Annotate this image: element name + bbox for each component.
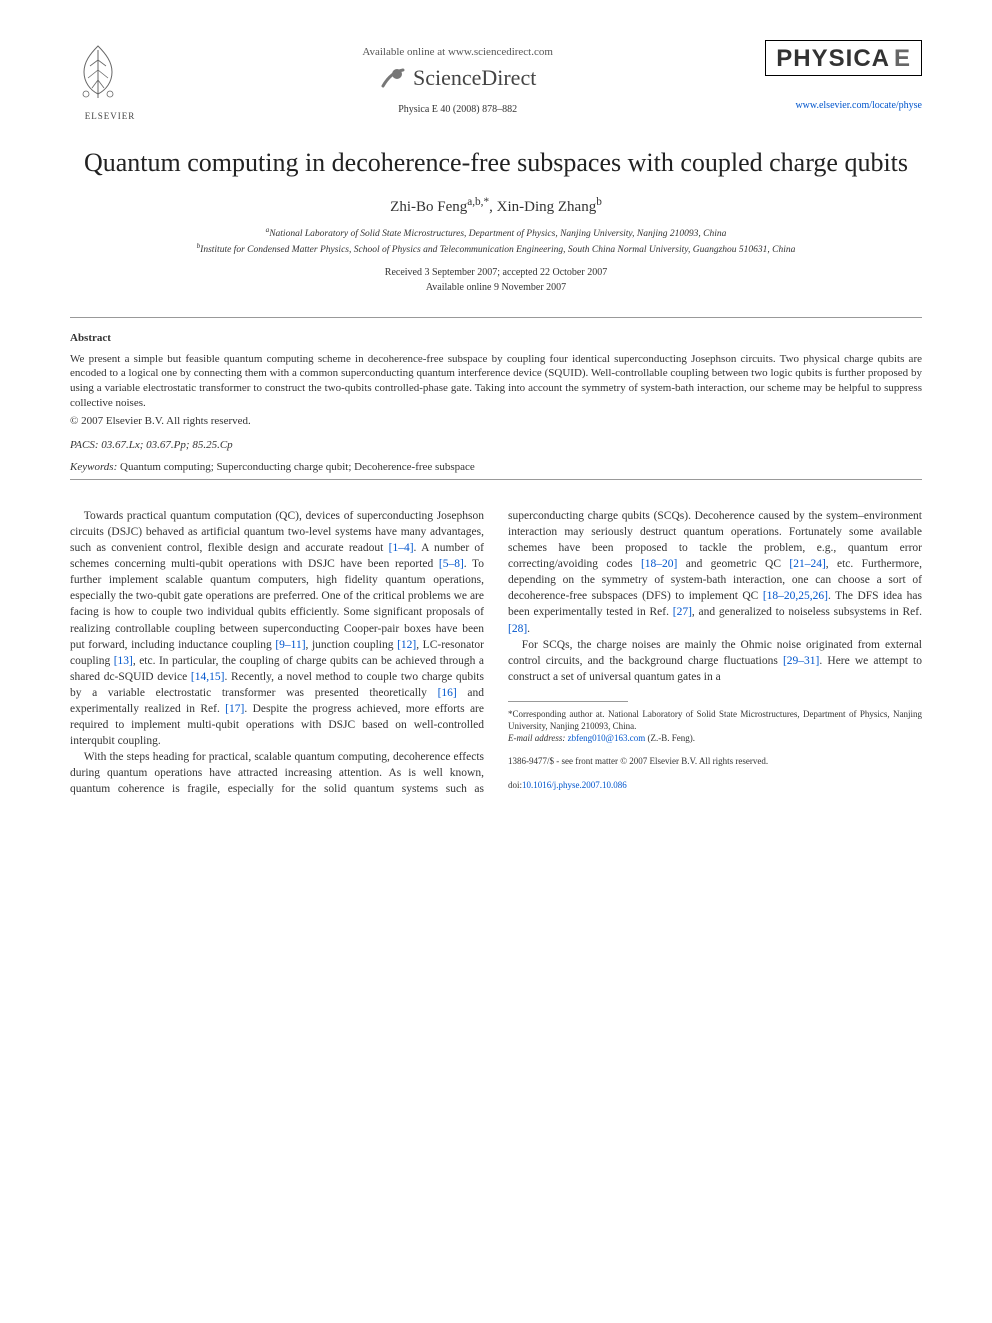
ref-link[interactable]: [17] xyxy=(225,703,244,715)
footnote-divider xyxy=(508,701,628,702)
pacs-codes: PACS: 03.67.Lx; 03.67.Pp; 85.25.Cp xyxy=(70,439,922,451)
journal-url[interactable]: www.elsevier.com/locate/physe xyxy=(765,100,922,111)
physica-logo: PHYSICAE xyxy=(765,40,922,76)
section-divider xyxy=(70,317,922,318)
available-online-date: Available online 9 November 2007 xyxy=(70,282,922,293)
elsevier-logo: ELSEVIER xyxy=(70,40,150,121)
ref-link[interactable]: [5–8] xyxy=(439,558,464,570)
elsevier-tree-icon xyxy=(70,40,126,104)
ref-link[interactable]: [14,15] xyxy=(191,671,225,683)
keywords-text: Quantum computing; Superconducting charg… xyxy=(120,461,475,473)
email-address[interactable]: zbfeng010@163.com xyxy=(568,733,646,743)
ref-link[interactable]: [21–24] xyxy=(789,558,825,570)
doi-line: doi:10.1016/j.physe.2007.10.086 xyxy=(508,780,922,792)
received-accepted-dates: Received 3 September 2007; accepted 22 O… xyxy=(70,267,922,278)
page-header: ELSEVIER Available online at www.science… xyxy=(70,40,922,121)
affiliation-b-text: Institute for Condensed Matter Physics, … xyxy=(200,245,795,255)
email-label: E-mail address: xyxy=(508,733,565,743)
doi-label: doi: xyxy=(508,780,522,790)
affiliation-b: bInstitute for Condensed Matter Physics,… xyxy=(70,242,922,257)
affiliation-a: aNational Laboratory of Solid State Micr… xyxy=(70,226,922,241)
sciencedirect-text: ScienceDirect xyxy=(413,65,536,91)
journal-logo-block: PHYSICAE www.elsevier.com/locate/physe xyxy=(765,40,922,111)
issn-copyright: 1386-9477/$ - see front matter © 2007 El… xyxy=(508,756,922,768)
ref-link[interactable]: [13] xyxy=(114,655,133,667)
header-center: Available online at www.sciencedirect.co… xyxy=(150,40,765,115)
ref-link[interactable]: [28] xyxy=(508,623,527,635)
keywords-divider xyxy=(70,479,922,480)
corresponding-author-footnote: *Corresponding author at. National Labor… xyxy=(508,708,922,732)
sciencedirect-logo: ScienceDirect xyxy=(150,64,765,92)
ref-link[interactable]: [29–31] xyxy=(783,655,819,667)
author-2: , Xin-Ding Zhang xyxy=(489,199,596,215)
keywords-line: Keywords: Quantum computing; Superconduc… xyxy=(70,461,922,473)
abstract-heading: Abstract xyxy=(70,332,922,344)
available-online-text: Available online at www.sciencedirect.co… xyxy=(150,46,765,58)
ref-link[interactable]: [27] xyxy=(673,606,692,618)
article-body: Towards practical quantum computation (Q… xyxy=(70,508,922,798)
affiliation-a-text: National Laboratory of Solid State Micro… xyxy=(269,229,726,239)
abstract-text: We present a simple but feasible quantum… xyxy=(70,352,922,411)
body-paragraph-1: Towards practical quantum computation (Q… xyxy=(70,508,484,749)
author-2-affil-marks: b xyxy=(596,196,602,208)
keywords-label: Keywords: xyxy=(70,461,117,473)
email-author-name: (Z.-B. Feng). xyxy=(647,733,695,743)
elsevier-label: ELSEVIER xyxy=(70,111,150,121)
footnote-block: *Corresponding author at. National Labor… xyxy=(508,701,922,792)
physica-label: PHYSICA xyxy=(776,45,890,72)
ref-link[interactable]: [12] xyxy=(397,639,416,651)
abstract-copyright: © 2007 Elsevier B.V. All rights reserved… xyxy=(70,415,922,427)
journal-reference: Physica E 40 (2008) 878–882 xyxy=(150,104,765,115)
body-paragraph-3: For SCQs, the charge noises are mainly t… xyxy=(508,637,922,685)
doi-value[interactable]: 10.1016/j.physe.2007.10.086 xyxy=(522,780,627,790)
ref-link[interactable]: [16] xyxy=(438,687,457,699)
ref-link[interactable]: [1–4] xyxy=(389,542,414,554)
author-1-affil-marks: a,b,* xyxy=(467,196,489,208)
physica-letter: E xyxy=(894,45,911,72)
sciencedirect-swoosh-icon xyxy=(379,64,407,92)
ref-link[interactable]: [9–11] xyxy=(275,639,305,651)
article-title: Quantum computing in decoherence-free su… xyxy=(70,147,922,180)
author-1: Zhi-Bo Feng xyxy=(390,199,467,215)
authors-line: Zhi-Bo Fenga,b,*, Xin-Ding Zhangb xyxy=(70,196,922,216)
email-footnote: E-mail address: zbfeng010@163.com (Z.-B.… xyxy=(508,732,922,744)
ref-link[interactable]: [18–20,25,26] xyxy=(763,590,828,602)
ref-link[interactable]: [18–20] xyxy=(641,558,677,570)
